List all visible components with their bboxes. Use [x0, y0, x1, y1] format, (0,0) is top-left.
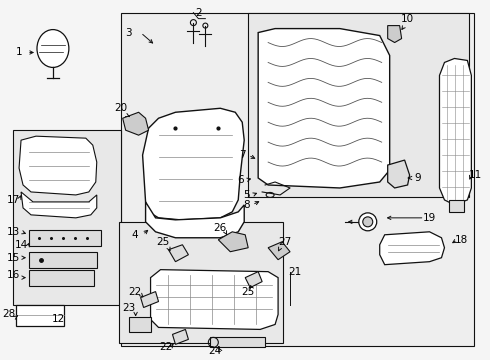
Polygon shape — [21, 192, 97, 218]
Bar — [129, 318, 150, 332]
Polygon shape — [440, 58, 471, 205]
Text: 28: 28 — [2, 310, 16, 319]
Text: 9: 9 — [414, 173, 421, 183]
Text: 4: 4 — [131, 230, 138, 240]
Polygon shape — [380, 232, 444, 265]
Text: 25: 25 — [156, 237, 169, 247]
Text: 20: 20 — [114, 103, 127, 113]
Polygon shape — [122, 112, 148, 135]
Bar — [29, 230, 101, 246]
Polygon shape — [150, 270, 278, 329]
Polygon shape — [19, 136, 97, 195]
Bar — [119, 222, 283, 343]
Text: 22: 22 — [159, 342, 172, 352]
Text: 2: 2 — [195, 8, 202, 18]
Text: 17: 17 — [6, 195, 20, 205]
Bar — [248, 13, 469, 197]
Text: 1: 1 — [16, 48, 23, 58]
Text: 12: 12 — [52, 314, 66, 324]
Ellipse shape — [359, 213, 377, 231]
Text: 8: 8 — [243, 200, 249, 210]
Polygon shape — [388, 26, 402, 42]
Polygon shape — [388, 160, 410, 188]
Polygon shape — [169, 245, 189, 262]
Text: 26: 26 — [214, 223, 227, 233]
Bar — [29, 270, 94, 285]
Bar — [16, 305, 64, 327]
Bar — [121, 13, 474, 346]
Bar — [13, 130, 121, 305]
Polygon shape — [219, 232, 248, 252]
Text: 24: 24 — [209, 346, 222, 356]
Text: 5: 5 — [243, 190, 249, 200]
Text: 15: 15 — [6, 253, 20, 263]
Polygon shape — [258, 28, 390, 188]
Polygon shape — [172, 329, 189, 345]
Text: 27: 27 — [278, 237, 292, 247]
Text: 18: 18 — [455, 235, 468, 245]
Polygon shape — [143, 108, 244, 220]
Bar — [210, 337, 265, 347]
Text: 25: 25 — [242, 287, 255, 297]
Text: 23: 23 — [122, 302, 135, 312]
Bar — [29, 252, 97, 268]
Text: 16: 16 — [6, 270, 20, 280]
Polygon shape — [141, 292, 159, 307]
Text: 3: 3 — [125, 28, 132, 37]
Ellipse shape — [37, 30, 69, 67]
Text: 10: 10 — [401, 14, 414, 24]
Text: 7: 7 — [239, 150, 245, 160]
Bar — [449, 200, 465, 212]
Text: 6: 6 — [237, 175, 244, 185]
Polygon shape — [146, 202, 244, 238]
Text: 22: 22 — [128, 287, 141, 297]
Ellipse shape — [363, 217, 373, 227]
Text: 14: 14 — [14, 240, 27, 250]
Text: 13: 13 — [6, 227, 20, 237]
Polygon shape — [268, 242, 290, 260]
Polygon shape — [245, 272, 262, 288]
Text: 11: 11 — [469, 170, 482, 180]
Text: 19: 19 — [423, 213, 436, 223]
Text: 21: 21 — [289, 267, 302, 276]
